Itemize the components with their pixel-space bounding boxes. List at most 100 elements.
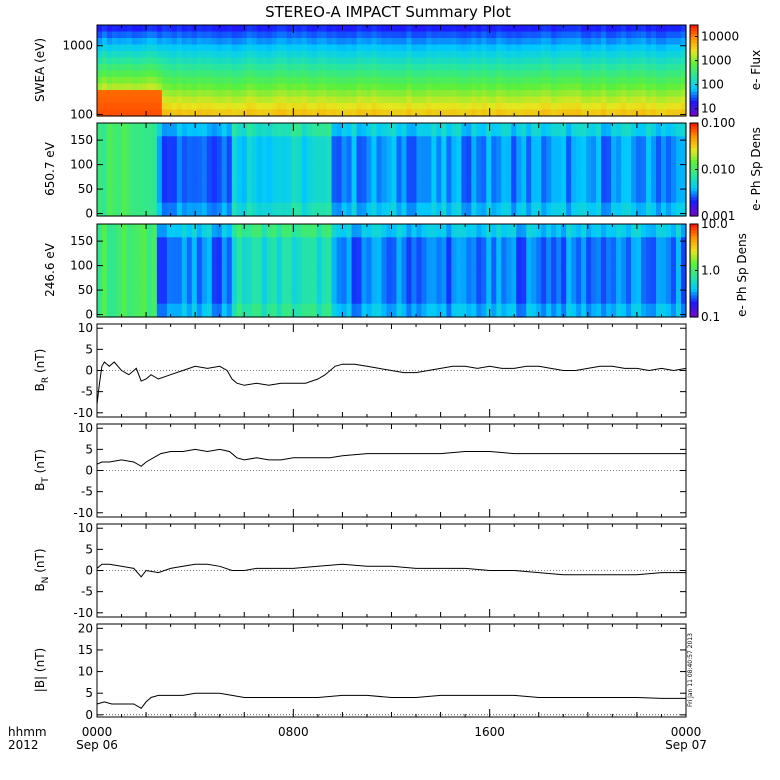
heatmap-cell-pad246: [421, 230, 428, 238]
heatmap-cell-pad650: [496, 196, 502, 204]
heatmap-cell-pad246: [556, 224, 562, 232]
heatmap-cell-pad246: [271, 270, 278, 278]
heatmap-cell-pad650: [331, 149, 338, 157]
heatmap-cell-pad650: [421, 123, 428, 131]
heatmap-cell-swea: [656, 83, 662, 91]
heatmap-cell-swea: [226, 25, 233, 33]
heatmap-cell-pad246: [531, 243, 537, 252]
heatmap-cell-pad246: [166, 263, 173, 272]
heatmap-cell-swea: [446, 31, 452, 39]
heatmap-cell-swea: [346, 51, 353, 59]
heatmap-cell-swea: [621, 25, 627, 33]
heatmap-cell-pad246: [611, 243, 617, 252]
heatmap-cell-swea: [516, 96, 522, 104]
heatmap-cell-swea: [681, 83, 687, 91]
heatmap-cell-swea: [97, 70, 103, 78]
heatmap-cell-pad246: [316, 243, 323, 252]
heatmap-cell-swea: [656, 109, 662, 117]
heatmap-cell-swea: [491, 83, 497, 91]
heatmap-cell-pad650: [421, 189, 428, 197]
heatmap-cell-pad650: [551, 196, 557, 204]
heatmap-cell-pad246: [251, 263, 258, 272]
heatmap-cell-pad650: [551, 129, 557, 137]
heatmap-cell-pad650: [226, 196, 233, 204]
heatmap-cell-pad650: [311, 189, 318, 197]
heatmap-cell-pad246: [401, 270, 408, 278]
heatmap-cell-pad650: [121, 182, 128, 191]
heatmap-cell-swea: [191, 57, 198, 65]
heatmap-cell-swea: [346, 96, 353, 104]
heatmap-cell-pad246: [561, 277, 567, 285]
heatmap-cell-swea: [376, 90, 383, 98]
heatmap-cell-swea: [116, 70, 123, 78]
heatmap-cell-swea: [131, 90, 138, 98]
heatmap-cell-swea: [251, 83, 258, 91]
heatmap-cell-pad246: [156, 303, 163, 311]
heatmap-cell-pad650: [226, 156, 233, 164]
heatmap-cell-swea: [596, 31, 602, 39]
heatmap-cell-swea: [456, 57, 462, 65]
heatmap-cell-pad650: [551, 136, 557, 144]
heatmap-cell-swea: [571, 25, 577, 33]
heatmap-cell-pad246: [306, 230, 313, 238]
heatmap-cell-pad650: [571, 202, 577, 210]
heatmap-cell-pad246: [176, 263, 183, 272]
heatmap-cell-pad246: [416, 263, 423, 272]
heatmap-cell-swea: [396, 44, 403, 52]
heatmap-cell-swea: [211, 25, 218, 33]
heatmap-cell-pad246: [531, 277, 537, 285]
heatmap-cell-pad650: [271, 196, 278, 204]
colorbar-swatch-swea: [690, 70, 698, 75]
heatmap-cell-pad650: [501, 136, 507, 144]
heatmap-cell-pad246: [621, 270, 627, 278]
heatmap-cell-swea: [406, 64, 413, 72]
heatmap-cell-pad650: [321, 196, 328, 204]
heatmap-cell-pad246: [321, 230, 328, 238]
heatmap-cell-pad650: [471, 142, 477, 151]
heatmap-cell-swea: [556, 90, 562, 98]
heatmap-cell-pad246: [391, 283, 398, 292]
heatmap-cell-pad650: [676, 129, 682, 137]
heatmap-cell-pad650: [121, 123, 128, 131]
heatmap-cell-swea: [546, 44, 552, 52]
heatmap-cell-swea: [181, 31, 188, 39]
heatmap-cell-pad650: [441, 136, 448, 144]
heatmap-cell-swea: [611, 25, 617, 33]
heatmap-cell-swea: [301, 96, 308, 104]
heatmap-cell-pad650: [496, 189, 502, 197]
heatmap-cell-pad246: [181, 270, 188, 278]
heatmap-cell-pad650: [161, 162, 168, 171]
heatmap-cell-pad650: [116, 162, 123, 171]
heatmap-cell-pad246: [476, 290, 482, 298]
heatmap-cell-swea: [571, 44, 577, 52]
heatmap-cell-pad650: [306, 196, 313, 204]
heatmap-cell-pad246: [326, 290, 333, 298]
heatmap-cell-pad650: [631, 142, 637, 151]
heatmap-cell-pad246: [526, 277, 532, 285]
heatmap-cell-pad650: [476, 189, 482, 197]
heatmap-cell-pad246: [266, 237, 273, 245]
heatmap-cell-swea: [631, 31, 637, 39]
heatmap-cell-pad650: [461, 136, 467, 144]
heatmap-cell-pad246: [341, 297, 348, 305]
heatmap-cell-pad650: [166, 169, 173, 177]
heatmap-cell-pad650: [486, 182, 492, 191]
heatmap-cell-pad650: [436, 176, 443, 184]
heatmap-cell-pad650: [401, 196, 408, 204]
heatmap-cell-pad246: [401, 257, 408, 265]
heatmap-cell-swea: [301, 109, 308, 117]
ylabel-swea: SWEA (eV): [33, 38, 47, 102]
heatmap-cell-pad650: [181, 169, 188, 177]
heatmap-cell-swea: [331, 70, 338, 78]
heatmap-cell-pad246: [231, 270, 238, 278]
heatmap-cell-swea: [466, 103, 472, 111]
heatmap-cell-pad246: [586, 224, 592, 232]
heatmap-cell-pad246: [101, 224, 108, 232]
heatmap-cell-pad650: [576, 149, 582, 157]
heatmap-cell-pad246: [446, 310, 452, 318]
heatmap-cell-pad650: [351, 182, 358, 191]
heatmap-cell-swea: [186, 96, 193, 104]
heatmap-cell-pad650: [111, 182, 118, 191]
heatmap-cell-pad246: [506, 257, 512, 265]
heatmap-cell-pad246: [606, 230, 612, 238]
